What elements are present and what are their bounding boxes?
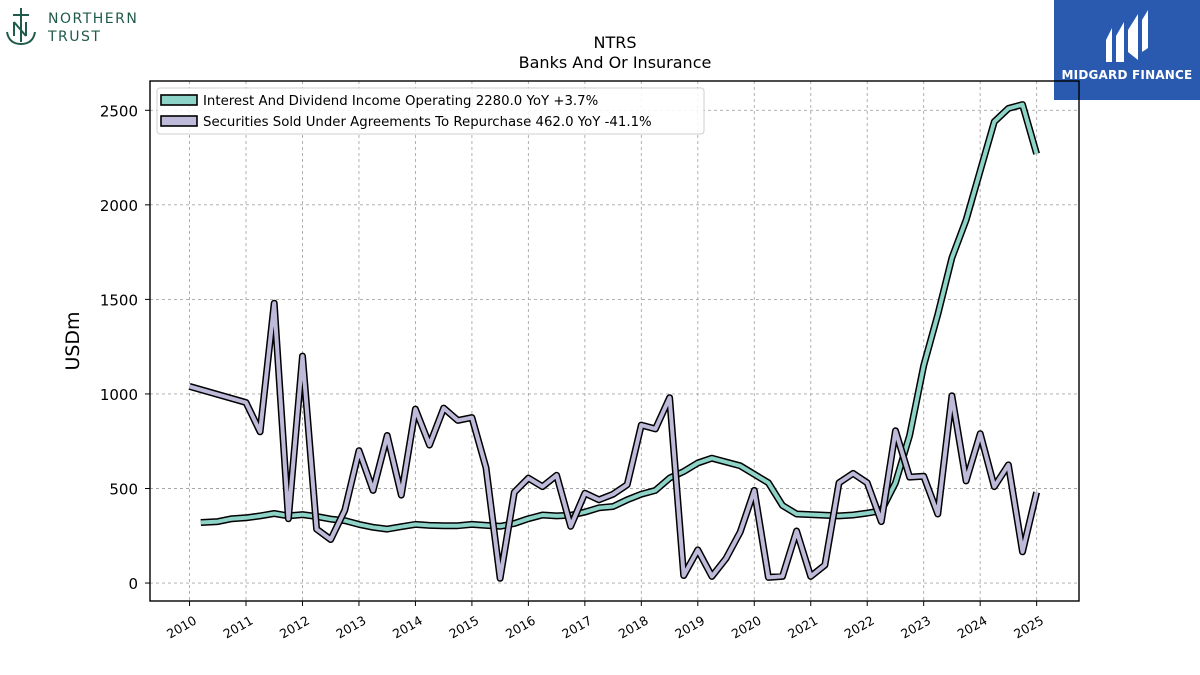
x-tick-label: 2018	[616, 613, 651, 642]
y-tick-label: 2500	[100, 102, 138, 120]
x-tick-label: 2010	[164, 613, 199, 642]
x-tick-label: 2023	[898, 613, 933, 642]
legend-swatch-0	[160, 94, 198, 106]
grid	[150, 81, 1079, 601]
x-tick-label: 2017	[559, 613, 594, 642]
brand-line-2: TRUST	[48, 29, 102, 45]
legend-label-0: Interest And Dividend Income Operating 2…	[203, 94, 598, 109]
x-tick-label: 2020	[729, 613, 764, 642]
x-tick-label: 2024	[955, 613, 990, 642]
series-lines	[188, 101, 1041, 582]
y-tick-label: 2000	[100, 197, 138, 215]
brand-line-1: NORTHERN	[48, 11, 139, 27]
anchor-monogram-icon	[6, 8, 36, 46]
y-axis-label: USDm	[62, 311, 84, 370]
x-tick-label: 2013	[333, 613, 368, 642]
x-tick-label: 2015	[446, 613, 481, 642]
x-tick-label: 2025	[1011, 613, 1046, 642]
legend-label-1: Securities Sold Under Agreements To Repu…	[203, 115, 652, 130]
legend-swatch-1	[160, 115, 198, 127]
northern-trust-logo: NORTHERN TRUST	[4, 6, 154, 50]
midgard-m-logo-icon	[1106, 10, 1148, 62]
y-tick-label: 1000	[100, 386, 138, 404]
x-tick-label: 2012	[277, 613, 312, 642]
x-tick-label: 2016	[503, 613, 538, 642]
chart-subtitle: Banks And Or Insurance	[519, 53, 712, 72]
y-tick-label: 0	[128, 575, 138, 593]
brand-right-name: MIDGARD FINANCE	[1061, 68, 1193, 82]
x-tick-label: 2022	[842, 613, 877, 642]
x-axis-ticks: 2010 2011 2012 2013 2014 2015 2016 2017 2018 2019…	[164, 601, 1046, 642]
legend-box	[156, 87, 705, 135]
y-tick-label: 1500	[100, 291, 138, 309]
legend: Interest And Dividend Income Operating 2…	[156, 87, 705, 135]
y-tick-label: 500	[109, 480, 138, 498]
series-line-1	[188, 301, 1039, 581]
y-axis-ticks: 0 500 1000 1500 2000 2500	[100, 102, 150, 593]
x-tick-label: 2019	[672, 613, 707, 642]
chart-title: NTRS	[593, 33, 636, 52]
plot-frame	[149, 80, 1080, 602]
series-outline-0	[200, 101, 1040, 533]
x-tick-label: 2014	[390, 613, 425, 642]
x-tick-label: 2011	[220, 613, 255, 642]
x-tick-label: 2021	[785, 613, 820, 642]
series-line-0	[200, 102, 1039, 532]
